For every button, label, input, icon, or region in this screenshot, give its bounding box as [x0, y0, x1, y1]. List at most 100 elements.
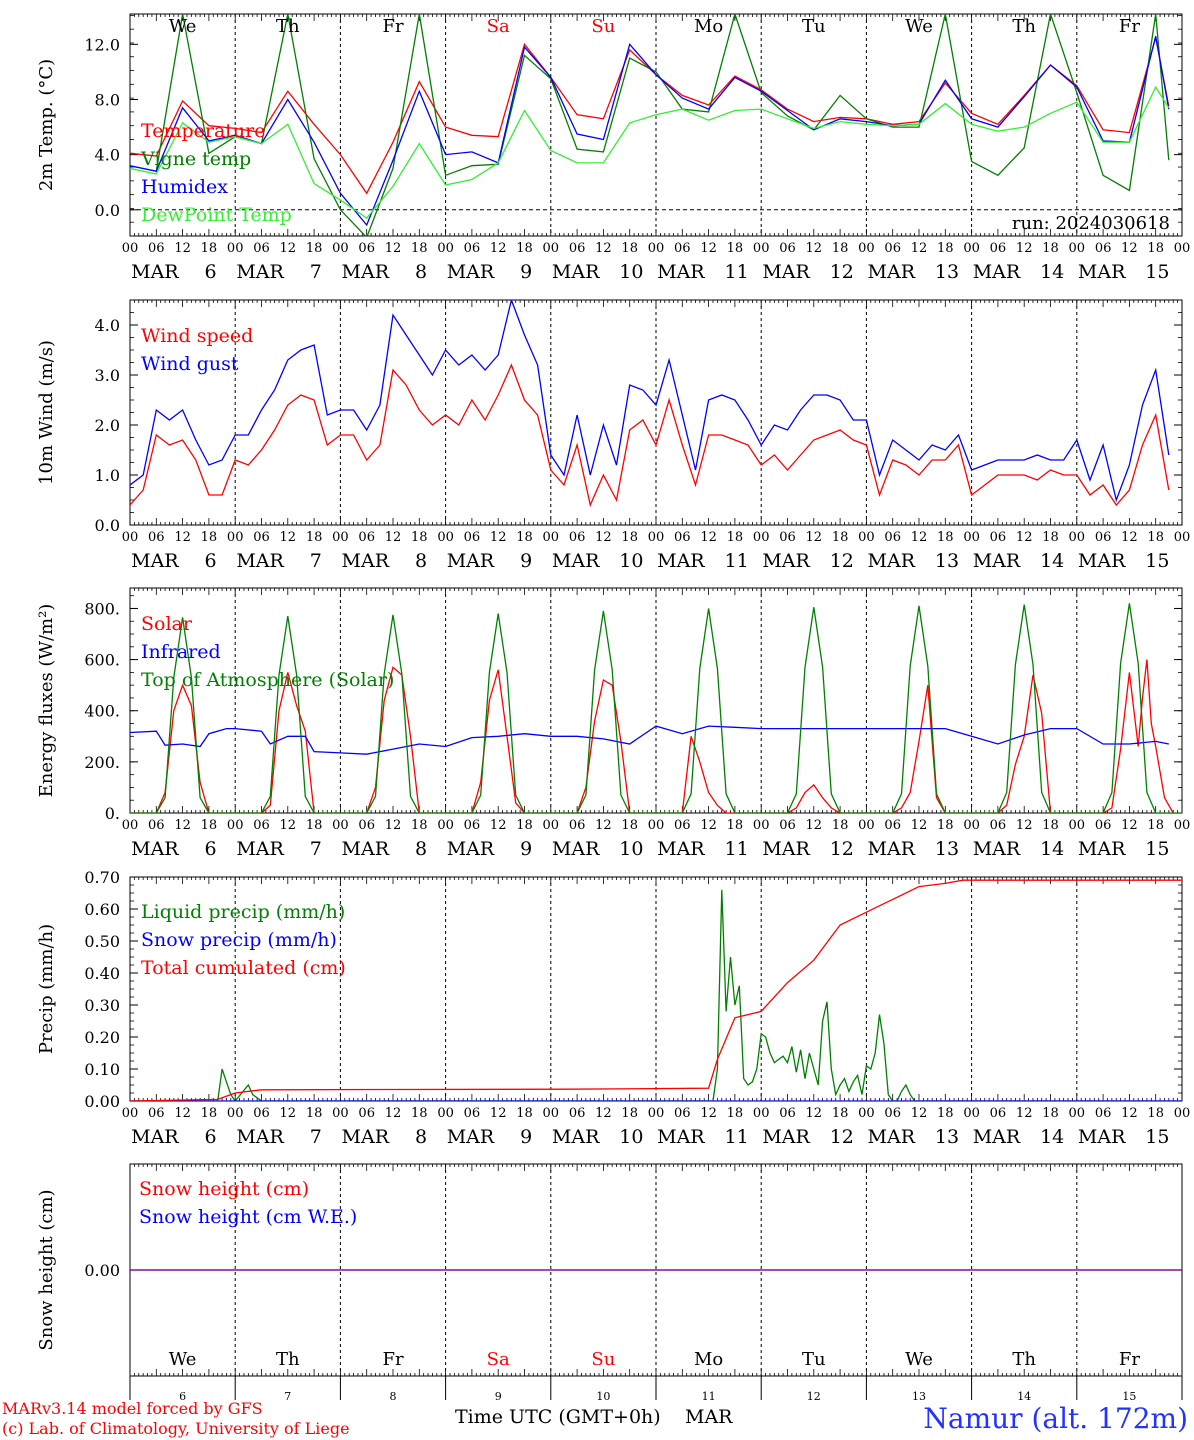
hour-tick-label: 12 [806, 241, 823, 256]
hour-tick-label: 00 [963, 818, 980, 833]
month-label: MAR [236, 1126, 284, 1148]
month-label: MAR [762, 838, 810, 860]
month-label: MAR [868, 550, 916, 572]
hour-tick-label: 00 [1069, 1106, 1086, 1121]
date-label: 9 [495, 1390, 502, 1403]
y-tick-label: 0.20 [84, 1028, 120, 1047]
weekday-label: Fr [1119, 16, 1140, 37]
date-label: 9 [520, 261, 532, 283]
hour-tick-label: 06 [148, 241, 165, 256]
hour-tick-label: 18 [832, 818, 849, 833]
month-label: MAR [131, 550, 179, 572]
month-label: MAR [131, 261, 179, 283]
weekday-label: We [905, 16, 933, 37]
y-tick-label: 4.0 [95, 146, 120, 165]
hour-tick-label: 18 [727, 1106, 744, 1121]
month-label: MAR [131, 1126, 179, 1148]
hour-tick-label: 06 [674, 530, 691, 545]
hour-tick-label: 06 [358, 530, 375, 545]
y-tick-label: 0.50 [84, 932, 120, 951]
hour-tick-label: 06 [1095, 241, 1112, 256]
legend-entry: Total cumulated (cm) [141, 957, 346, 979]
hour-tick-label: 12 [911, 1106, 928, 1121]
hour-tick-label: 12 [174, 1106, 191, 1121]
month-label: MAR [1078, 261, 1126, 283]
y-tick-label: 200. [84, 753, 120, 772]
hour-tick-label: 06 [358, 818, 375, 833]
hour-tick-label: 06 [884, 1106, 901, 1121]
date-label: 13 [935, 261, 959, 283]
hour-tick-label: 18 [411, 1106, 428, 1121]
hour-tick-label: 06 [779, 530, 796, 545]
hour-tick-label: 12 [1121, 530, 1138, 545]
y-tick-label: 0.30 [84, 996, 120, 1015]
hour-tick-label: 00 [227, 530, 244, 545]
y-axis-label: Snow height (cm) [36, 1189, 57, 1350]
month-label: MAR [552, 1126, 600, 1148]
hour-tick-label: 00 [437, 530, 454, 545]
y-tick-label: 4.0 [95, 316, 120, 335]
month-label: MAR [447, 261, 495, 283]
hour-tick-label: 06 [358, 1106, 375, 1121]
hour-tick-label: 18 [621, 1106, 638, 1121]
hour-tick-label: 18 [1147, 1106, 1164, 1121]
weekday-label: Th [1012, 16, 1036, 37]
hour-tick-label: 18 [937, 1106, 954, 1121]
date-label: 15 [1122, 1390, 1136, 1403]
date-label: 8 [415, 838, 427, 860]
y-tick-label: 0.00 [84, 1261, 120, 1280]
hour-tick-label: 12 [280, 241, 297, 256]
weekday-label: We [169, 1349, 197, 1370]
month-label: MAR [762, 261, 810, 283]
weekday-label: Fr [382, 1349, 403, 1370]
date-label: 11 [725, 550, 749, 572]
hour-tick-label: 18 [727, 818, 744, 833]
station-name: Namur (alt. 172m) [923, 1402, 1188, 1435]
hour-tick-label: 18 [516, 1106, 533, 1121]
y-tick-label: 3.0 [95, 366, 120, 385]
month-label: MAR [552, 261, 600, 283]
hour-tick-label: 00 [753, 530, 770, 545]
panel-5: 0.00 Snow height (cm) Snow height (cm) Snow… [36, 1163, 1183, 1403]
hour-tick-label: 12 [700, 818, 717, 833]
hour-tick-label: 12 [911, 530, 928, 545]
weekday-label: Su [591, 16, 615, 37]
hour-tick-label: 12 [280, 1106, 297, 1121]
hour-tick-label: 00 [648, 1106, 665, 1121]
hour-tick-label: 18 [411, 530, 428, 545]
hour-tick-label: 06 [779, 1106, 796, 1121]
hour-tick-label: 18 [832, 241, 849, 256]
hour-tick-label: 00 [1174, 241, 1191, 256]
hour-tick-label: 06 [253, 1106, 270, 1121]
date-label: 13 [935, 550, 959, 572]
date-label: 13 [935, 838, 959, 860]
hour-tick-label: 00 [332, 818, 349, 833]
hour-tick-label: 00 [648, 818, 665, 833]
date-label: 13 [912, 1390, 926, 1403]
date-label: 11 [702, 1390, 716, 1403]
hour-tick-label: 00 [648, 241, 665, 256]
hour-tick-label: 18 [832, 1106, 849, 1121]
date-label: 6 [205, 1126, 217, 1148]
legend-entry: Wind gust [141, 353, 239, 375]
month-label: MAR [342, 261, 390, 283]
hour-tick-label: 00 [858, 241, 875, 256]
hour-tick-label: 12 [700, 530, 717, 545]
month-label: MAR [973, 838, 1021, 860]
weekday-label: We [169, 16, 197, 37]
y-axis-label: 10m Wind (m/s) [36, 340, 57, 485]
y-tick-label: 1.0 [95, 466, 120, 485]
panels: 0.0 4.0 8.0 12.0 2m Temp. (°C) Temperature Vig… [36, 13, 1191, 1403]
date-label: 11 [725, 1126, 749, 1148]
month-label: MAR [447, 550, 495, 572]
hour-tick-label: 06 [253, 241, 270, 256]
hour-tick-label: 06 [990, 818, 1007, 833]
weekday-label: Su [591, 1349, 615, 1370]
weekday-label: Sa [487, 16, 510, 37]
hour-tick-label: 00 [1174, 530, 1191, 545]
date-label: 7 [310, 1126, 322, 1148]
date-label: 14 [1017, 1390, 1031, 1403]
hour-tick-label: 00 [1174, 1106, 1191, 1121]
hour-tick-label: 18 [832, 530, 849, 545]
